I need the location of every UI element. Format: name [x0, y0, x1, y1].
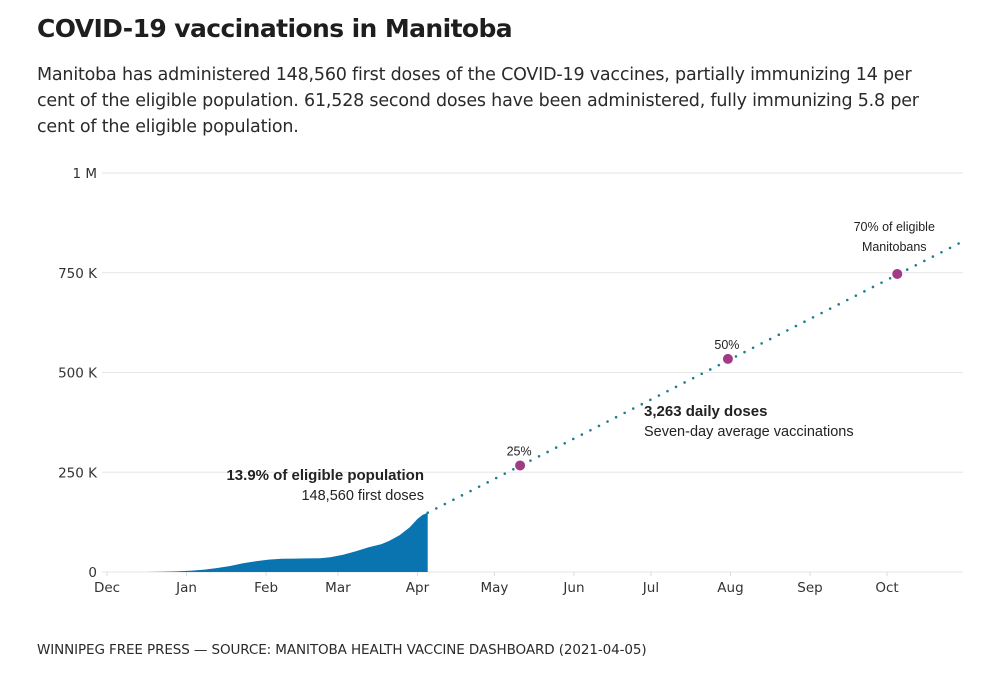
annotation-rate: 3,263 daily doses Seven-day average vacc… — [644, 403, 854, 440]
source-credit: WINNIPEG FREE PRESS — SOURCE: MANITOBA H… — [37, 642, 647, 658]
x-tick-label: Jan — [175, 580, 197, 596]
milestone-label: Manitobans — [862, 240, 927, 254]
x-tick-label: Oct — [875, 580, 898, 596]
y-tick-label: 1 M — [72, 166, 97, 182]
x-tick-label: Jul — [642, 580, 659, 596]
x-tick-label: May — [480, 580, 508, 596]
milestone-marker — [722, 353, 733, 364]
y-axis: 0 250 K 500 K 750 K 1 M — [58, 166, 98, 581]
first-doses-area — [145, 512, 428, 572]
x-tick-label: Aug — [717, 580, 743, 596]
chart-title: COVID-19 vaccinations in Manitoba — [37, 14, 513, 43]
annotation-rate-title: 3,263 daily doses — [644, 403, 767, 420]
y-tick-label: 750 K — [58, 266, 98, 282]
x-tick-label: Mar — [325, 580, 351, 596]
x-tick-label: Apr — [406, 580, 430, 596]
x-tick-label: Dec — [94, 580, 120, 596]
milestone-markers: 25% 50% 70% of eligible Manitobans — [507, 220, 935, 471]
chart-subtitle: Manitoba has administered 148,560 first … — [37, 65, 919, 137]
x-tick-label: Sep — [797, 580, 822, 596]
annotation-current-title: 13.9% of eligible population — [226, 467, 424, 484]
y-tick-label: 500 K — [58, 366, 98, 382]
gridlines — [102, 172, 963, 573]
milestone-label: 25% — [507, 444, 532, 458]
milestone-marker — [515, 460, 526, 471]
milestone-marker — [892, 268, 903, 279]
x-tick-label: Feb — [254, 580, 278, 596]
x-tick-label: Jun — [562, 580, 584, 596]
x-axis: Dec Jan Feb Mar Apr May Jun Jul Aug Sep Oct — [94, 572, 899, 596]
y-tick-label: 250 K — [58, 465, 98, 481]
annotation-current-text: 148,560 first doses — [301, 488, 424, 504]
annotation-current: 13.9% of eligible population 148,560 fir… — [226, 467, 424, 504]
annotation-rate-text: Seven-day average vaccinations — [644, 424, 854, 440]
milestone-label: 50% — [714, 338, 739, 352]
y-tick-label: 0 — [88, 565, 97, 581]
milestone-label: 70% of eligible — [854, 220, 935, 234]
